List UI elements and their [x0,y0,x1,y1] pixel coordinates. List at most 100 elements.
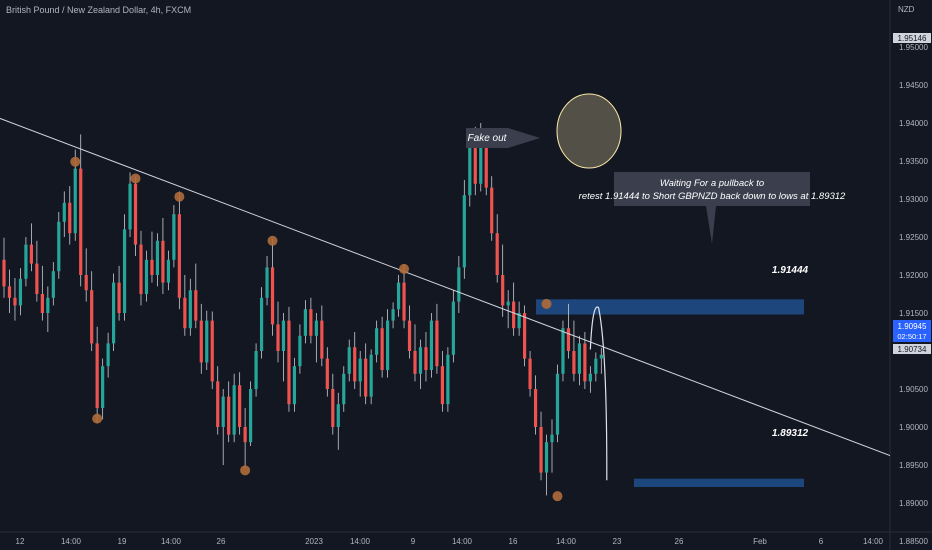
candle-body [155,240,160,275]
x-tick-label: 14:00 [556,537,577,546]
trendline [0,117,891,456]
candle-body [95,343,99,408]
candle-body [402,282,406,321]
candle-body [364,358,368,397]
candle-body [133,183,138,245]
x-tick-label: 14:00 [452,537,473,546]
y-tick-label: 1.93500 [899,157,928,166]
candle-body [238,385,242,427]
candle-body [506,301,510,306]
candle-body [407,320,412,351]
candle-body [314,320,318,336]
x-tick-label: 14:00 [350,537,371,546]
candle-body [429,320,434,370]
y-tick-label: 1.90500 [899,385,928,394]
currency-label: NZD [898,5,915,14]
candle-body [183,297,187,329]
candle-body [386,320,390,370]
candle-body [331,389,335,427]
candle-body [358,358,362,382]
candle-body [347,347,351,374]
candle-body [7,286,12,298]
candle-body [194,290,198,321]
projected-path [589,306,608,481]
candle-body [84,275,88,291]
candle-body [287,320,291,405]
y-tick-label: 1.94500 [899,81,928,90]
candle-body [380,328,384,370]
candle-body [342,373,346,405]
candle-body [46,297,50,313]
candle-body [501,275,505,306]
fake-out-label: Fake out [468,133,508,144]
candle-body [79,168,83,275]
x-tick-label: 6 [819,537,824,546]
candle-body [583,343,587,382]
candle-body [528,358,532,389]
candle-body [216,381,220,427]
candle-body [177,214,181,298]
candle-body [451,301,455,355]
candle-body [188,290,192,329]
fake-out-callout-box [466,128,540,148]
candle-body [473,142,477,184]
high-price-box [893,33,931,43]
y-tick-label: 1.92000 [899,271,928,280]
candle-body [166,259,170,283]
x-tick-label: Feb [753,537,767,546]
candle-body [298,335,302,367]
candle-body [35,263,39,294]
candle-body [24,244,28,279]
candle-body [440,366,444,405]
candle-body [325,358,329,389]
low-price-label: 1.90734 [898,345,927,354]
candle-body [512,301,516,329]
candle-body [139,244,143,294]
current-price-label: 1.90945 [898,322,927,331]
candle-body [517,313,521,329]
candle-body [210,320,214,382]
x-tick-label: 14:00 [863,537,884,546]
x-tick-label: 12 [16,537,25,546]
countdown-label: 02:50:17 [897,332,926,341]
candle-body [292,366,297,405]
candle-body [199,320,203,363]
y-tick-label: 1.89500 [899,461,928,470]
candle-body [446,354,450,405]
candle-body [117,282,121,313]
waiting-callout-box [614,172,810,244]
candle-body [51,271,55,298]
level-label-1: 1.91444 [772,265,809,276]
candle-body [57,221,61,272]
pivot-marker [399,263,410,274]
candle-body [73,168,77,234]
x-tick-label: 16 [509,537,518,546]
candle-body [594,358,598,374]
candle-body [588,373,592,382]
pivot-marker [70,156,81,167]
waiting-label-line-2: retest 1.91444 to Short GBPNZD back down… [579,191,846,202]
candle-body [276,324,280,351]
waiting-label-line-1: Waiting For a pullback to [660,178,764,189]
candle-body [320,320,324,359]
pivot-marker [541,298,552,309]
candle-body [13,297,17,306]
y-tick-label: 1.89000 [899,499,928,508]
candle-body [101,366,105,408]
candle-body [122,229,127,313]
x-tick-label: 26 [217,537,226,546]
candle-body [391,309,395,321]
candle-body [544,442,549,473]
candle-body [424,347,428,370]
candle-body [265,267,269,298]
x-tick-label: 2023 [305,537,323,546]
candle-body [144,259,149,294]
candle-body [227,396,231,435]
y-tick-label: 1.91500 [899,309,928,318]
candle-body [150,259,154,275]
x-tick-label: 14:00 [161,537,182,546]
candle-body [555,373,560,435]
y-tick-label: 1.93000 [899,195,928,204]
